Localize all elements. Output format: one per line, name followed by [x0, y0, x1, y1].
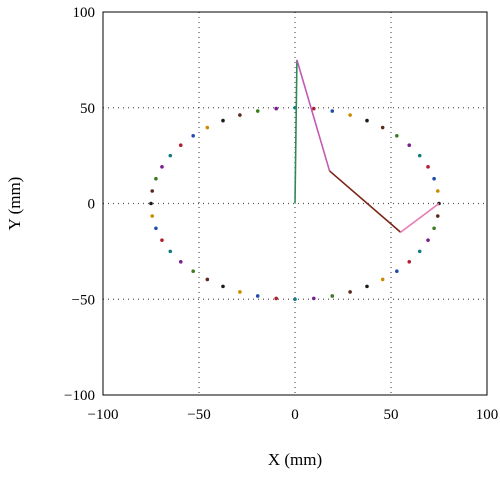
- ellipse-point: [365, 284, 369, 289]
- x-tick-label: 50: [384, 407, 399, 423]
- ellipse-point: [435, 189, 440, 193]
- ellipse-point: [380, 125, 385, 130]
- y-tick-label: 0: [88, 197, 96, 213]
- ellipse-point: [293, 297, 297, 302]
- x-tick-label: 100: [476, 407, 499, 423]
- ellipse-point: [150, 189, 155, 193]
- ellipse-point: [150, 214, 155, 218]
- y-tick-label: −100: [64, 388, 95, 404]
- x-tick-labels: −100 −50 0 50 100: [88, 407, 499, 423]
- grid-lines: [103, 12, 487, 395]
- ellipse-point: [160, 238, 164, 242]
- link-lines: [294, 59, 440, 233]
- ellipse-point: [311, 106, 316, 111]
- ellipse-point: [238, 113, 242, 117]
- x-axis-label: X (mm): [268, 450, 322, 469]
- y-tick-label: 50: [80, 101, 95, 117]
- ellipse-point: [395, 269, 399, 274]
- x-tick-label: −50: [187, 407, 210, 423]
- ellipse-point: [407, 259, 412, 264]
- ellipse-point: [168, 249, 173, 254]
- y-tick-label: −50: [72, 292, 95, 308]
- link-line: [296, 59, 331, 172]
- x-tick-label: 0: [291, 407, 299, 423]
- ellipse-point: [178, 143, 183, 148]
- ellipse-point: [154, 226, 158, 231]
- ellipse-point: [417, 249, 422, 254]
- ellipse-point: [238, 290, 242, 294]
- ellipse-point: [191, 269, 195, 274]
- ellipse-point: [255, 294, 260, 298]
- ellipse-point: [154, 176, 158, 181]
- y-axis-label: Y (mm): [5, 177, 24, 231]
- ellipse-point: [178, 259, 183, 264]
- ellipse-point: [426, 238, 430, 242]
- ellipse-point: [407, 143, 412, 148]
- ellipse-point: [160, 165, 164, 169]
- ellipse-point: [221, 118, 225, 123]
- y-tick-label: 100: [73, 5, 96, 21]
- ellipse-point: [348, 290, 352, 294]
- link-line: [294, 59, 298, 204]
- ellipse-point: [426, 165, 430, 169]
- ellipse-point: [417, 153, 422, 158]
- ellipse-point: [432, 226, 436, 231]
- link-line: [329, 170, 402, 233]
- ellipse-point: [168, 153, 173, 158]
- ellipse-point: [432, 176, 436, 181]
- ellipse-point: [365, 118, 369, 123]
- link-line: [400, 202, 440, 233]
- ellipse-point: [435, 214, 440, 218]
- ellipse-point: [274, 296, 279, 301]
- ellipse-point: [330, 294, 335, 298]
- ellipse-point: [255, 109, 260, 113]
- ellipse-point: [330, 109, 335, 113]
- ellipse-point: [348, 113, 352, 117]
- y-tick-labels: −100 −50 0 50 100: [64, 5, 95, 404]
- plot-frame: [102, 11, 488, 396]
- ellipse-point: [191, 133, 195, 138]
- ellipse-points: [149, 105, 441, 302]
- ellipse-point: [274, 106, 279, 111]
- ellipse-point: [149, 201, 153, 206]
- ellipse-point: [221, 284, 225, 289]
- ellipse-point: [311, 296, 316, 301]
- x-tick-label: −100: [88, 407, 119, 423]
- ellipse-point: [205, 125, 210, 130]
- ellipse-point: [205, 277, 210, 282]
- ellipse-point: [395, 133, 399, 138]
- ellipse-point: [380, 277, 385, 282]
